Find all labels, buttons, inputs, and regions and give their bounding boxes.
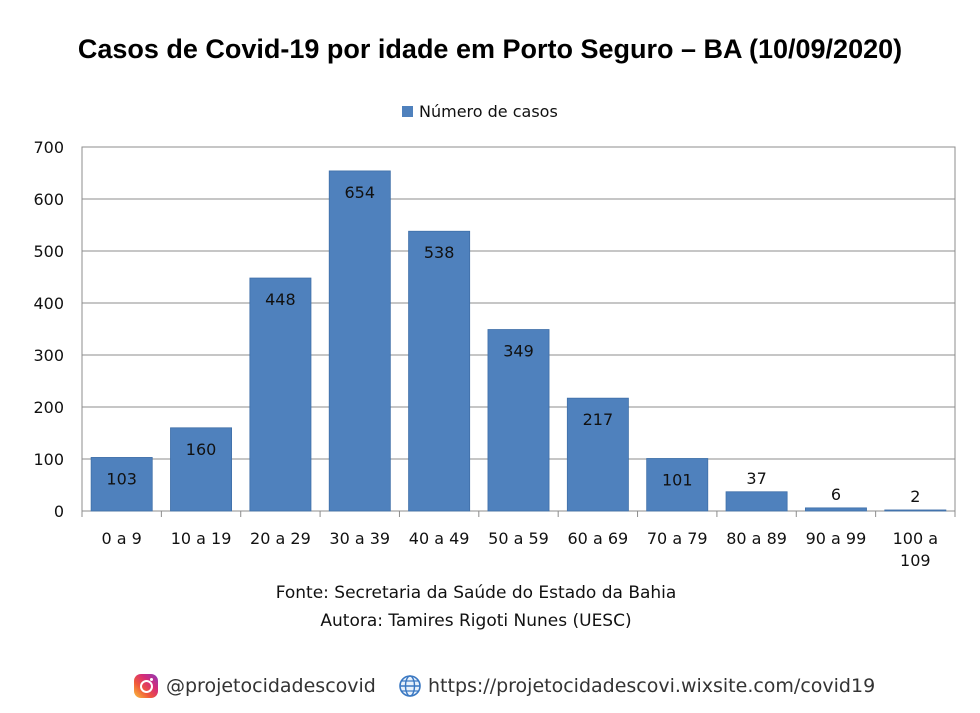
x-tick-label: 60 a 69 <box>568 529 629 548</box>
data-label: 103 <box>106 469 137 488</box>
bar <box>566 397 629 512</box>
x-tick-label: 10 a 19 <box>171 529 232 548</box>
bar <box>170 427 233 512</box>
y-tick-label: 700 <box>33 138 64 157</box>
data-label: 217 <box>583 410 614 429</box>
bar <box>646 458 709 512</box>
x-tick-label: 50 a 59 <box>488 529 549 548</box>
data-label: 2 <box>910 487 920 506</box>
instagram-text: @projetocidadescovid <box>166 675 376 697</box>
bars <box>90 170 947 512</box>
instagram-handle[interactable]: @projetocidadescovid <box>134 670 376 702</box>
y-tick-label: 200 <box>33 398 64 417</box>
x-tick-label: 90 a 99 <box>806 529 867 548</box>
y-tick-label: 100 <box>33 450 64 469</box>
y-axis-labels: 0 100 200 300 400 500 600 700 <box>33 138 64 521</box>
x-tick-label: 30 a 39 <box>329 529 390 548</box>
bar <box>408 230 471 512</box>
y-tick-label: 0 <box>54 502 64 521</box>
legend-label: Número de casos <box>419 102 558 121</box>
y-tick-label: 500 <box>33 242 64 261</box>
data-label: 6 <box>831 485 841 504</box>
bar <box>487 329 550 512</box>
data-label: 448 <box>265 290 296 309</box>
x-tick-label: 0 a 9 <box>102 529 142 548</box>
data-labels: 103 160 448 654 538 349 217 101 37 6 2 <box>106 183 920 506</box>
website-text: https://projetocidadescovi.wixsite.com/c… <box>428 675 876 697</box>
data-label: 349 <box>503 342 534 361</box>
globe-icon <box>399 675 421 697</box>
data-label: 37 <box>746 469 766 488</box>
bar <box>249 277 312 512</box>
x-axis-labels: 0 a 9 10 a 19 20 a 29 30 a 39 40 a 49 50 a 59… <box>102 529 939 570</box>
x-tick-label: 100 a 109 <box>893 529 938 570</box>
bar <box>884 509 947 512</box>
legend-swatch <box>402 106 413 117</box>
bar <box>90 457 153 512</box>
x-tick-label: 80 a 89 <box>726 529 787 548</box>
bar <box>328 170 391 512</box>
bar <box>725 491 788 512</box>
bar <box>804 507 867 512</box>
x-tick-label: 40 a 49 <box>409 529 470 548</box>
y-tick-label: 400 <box>33 294 64 313</box>
author-line: Autora: Tamires Rigoti Nunes (UESC) <box>320 611 632 631</box>
instagram-icon <box>134 674 158 698</box>
chart-title: Casos de Covid-19 por idade em Porto Seg… <box>77 34 903 64</box>
data-label: 654 <box>344 183 375 202</box>
legend: Número de casos <box>402 102 558 121</box>
x-tick-label: 70 a 79 <box>647 529 708 548</box>
source-line: Fonte: Secretaria da Saúde do Estado da … <box>275 583 677 603</box>
data-label: 101 <box>662 470 693 489</box>
data-label: 160 <box>186 440 217 459</box>
website-link[interactable]: https://projetocidadescovi.wixsite.com/c… <box>398 670 875 702</box>
x-tick-label: 20 a 29 <box>250 529 311 548</box>
y-tick-label: 600 <box>33 190 64 209</box>
data-label: 538 <box>424 243 455 262</box>
y-tick-label: 300 <box>33 346 64 365</box>
